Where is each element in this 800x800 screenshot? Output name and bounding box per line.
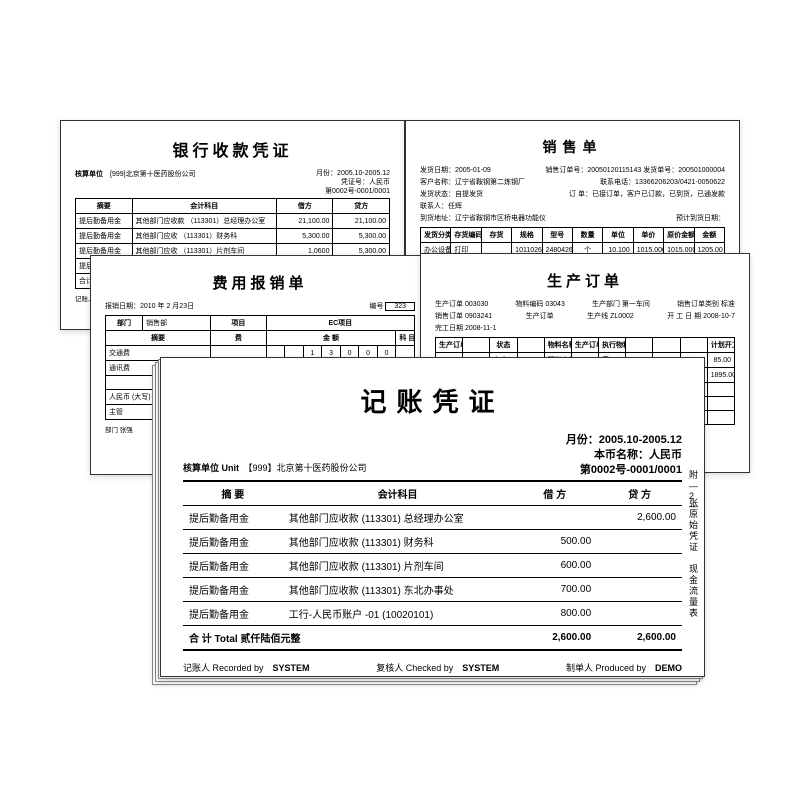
table-row: 提后勤备用金其他部门应收款 (113301) 总经理办公室2,600.00 xyxy=(183,505,682,529)
doc-title: 销售单 xyxy=(420,137,725,157)
table-row-total: 合 计 Total 贰仟陆佰元整 2,600.00 2,600.00 xyxy=(183,625,682,650)
doc-title: 费用报销单 xyxy=(105,272,415,293)
unit-line: 核算单位 [999]北京第十医药股份公司 xyxy=(75,169,196,196)
unit-line: 核算单位 Unit 【999】北京第十医药股份公司 xyxy=(183,461,367,474)
doc-title: 银行收款凭证 xyxy=(75,137,390,161)
doc-title: 记账凭证 xyxy=(183,382,682,419)
meta-right: 月份：2005.10-2005.12 本币名称：人民币 第0002号-0001/… xyxy=(566,433,682,478)
date-line: 报销日期：2010 年 2 月23日 xyxy=(105,301,194,311)
table-row: 提后勤备用金工行-人民币账户 -01 (10020101)800.00 xyxy=(183,601,682,625)
voucher-footer: 记账人 Recorded by SYSTEM 复核人 Checked by SY… xyxy=(183,661,682,674)
voucher-table: 摘 要 会计科目 借 方 贷 方 提后勤备用金其他部门应收款 (113301) … xyxy=(183,480,682,651)
meta-block: 生产订单 003030物料编码 03043生产部门 第一车间销售订单类别 标准 … xyxy=(435,299,735,333)
meta-block: 发货日期：2005-01-09销售订单号：20050120115143 发货单号… xyxy=(420,165,725,223)
table-row: 提后勤备用金其他部门应收款 (113301) 片剂车间600.00 xyxy=(183,553,682,577)
meta-right: 月份：2005.10-2005.12 凭证号：人民币 第0002号-0001/0… xyxy=(316,169,390,196)
num-line: 编号 323 xyxy=(369,301,415,311)
table-row: 提后勤备用金其他部门应收款 (113301) 财务科500.00 xyxy=(183,529,682,553)
doc-title: 生产订单 xyxy=(435,270,735,291)
table-row: 提后勤备用金其他部门应收 （113301）财务科5,300.005,300.00 xyxy=(76,229,390,244)
table-row: 提后勤备用金其他部门应收款 （113301）总经理办公室21,100.0021,… xyxy=(76,214,390,229)
accounting-voucher: 记账凭证 核算单位 Unit 【999】北京第十医药股份公司 月份：2005.1… xyxy=(160,357,705,677)
side-vertical-text: 张原始凭证 现金流量表 xyxy=(686,498,700,619)
table-row: 提后勤备用金其他部门应收款 (113301) 东北办事处700.00 xyxy=(183,577,682,601)
